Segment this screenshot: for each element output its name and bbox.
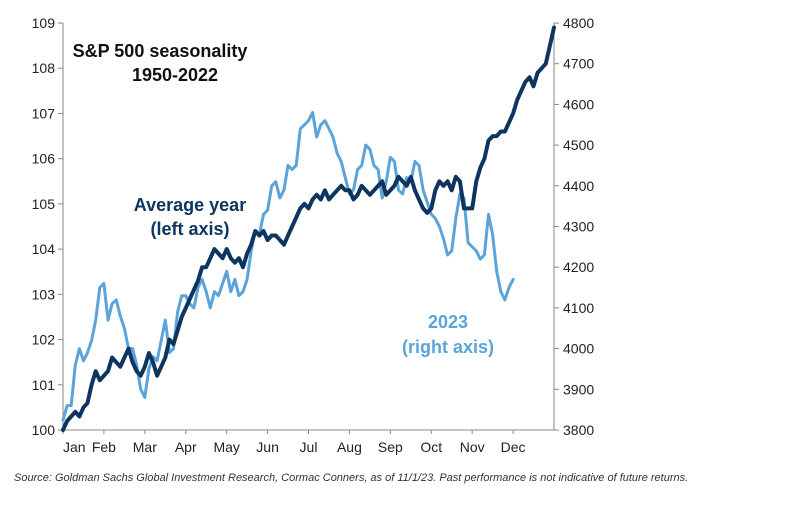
chart-title: S&P 500 seasonality xyxy=(73,41,248,61)
left-axis-ticks: 100 101 102 103 104 105 106 107 108 109 xyxy=(32,15,63,438)
x-tick-label: May xyxy=(213,439,239,455)
x-tick-label: Jul xyxy=(300,439,318,455)
x-tick-label: Apr xyxy=(175,439,197,455)
left-tick-label: 106 xyxy=(32,151,56,167)
x-tick-label: Dec xyxy=(501,439,526,455)
right-axis-ticks: 3800 3900 4000 4100 4200 4300 4400 4500 4600 4700… xyxy=(554,15,594,438)
x-tick-label: Nov xyxy=(460,439,485,455)
right-tick-label: 4100 xyxy=(563,300,594,316)
x-tick-label: Aug xyxy=(337,439,362,455)
left-tick-label: 103 xyxy=(32,286,56,302)
series-lines xyxy=(61,25,556,432)
right-tick-label: 4500 xyxy=(563,137,594,153)
series-2023-axis-note: (right axis) xyxy=(402,337,494,357)
left-tick-label: 104 xyxy=(32,241,56,257)
right-tick-label: 4200 xyxy=(563,259,594,275)
left-tick-label: 102 xyxy=(32,332,56,348)
average-year-label: Average year xyxy=(134,195,246,215)
x-axis-ticks: Jan Feb Mar Apr May Jun Jul Aug Sep Oct Nov Dec xyxy=(62,430,526,455)
series-2023-line xyxy=(61,111,515,422)
right-tick-label: 4400 xyxy=(563,178,594,194)
left-tick-label: 109 xyxy=(32,15,56,31)
left-tick-label: 107 xyxy=(32,105,56,121)
left-tick-label: 101 xyxy=(32,377,56,393)
x-tick-label: Jun xyxy=(256,439,279,455)
left-tick-label: 105 xyxy=(32,196,56,212)
right-tick-label: 4600 xyxy=(563,96,594,112)
series-2023-label: 2023 xyxy=(428,312,468,332)
right-tick-label: 4700 xyxy=(563,56,594,72)
right-tick-label: 3800 xyxy=(563,422,594,438)
x-tick-label: Oct xyxy=(420,439,442,455)
seasonality-chart: 100 101 102 103 104 105 106 107 108 109 3800 3900 4… xyxy=(32,15,595,455)
x-tick-label: Feb xyxy=(92,439,116,455)
chart-subtitle: 1950-2022 xyxy=(132,65,218,85)
average-year-axis-note: (left axis) xyxy=(150,219,229,239)
right-tick-label: 4000 xyxy=(563,341,594,357)
left-tick-label: 100 xyxy=(32,422,56,438)
right-tick-label: 3900 xyxy=(563,381,594,397)
right-tick-label: 4300 xyxy=(563,219,594,235)
x-tick-label: Mar xyxy=(133,439,157,455)
left-tick-label: 108 xyxy=(32,60,56,76)
source-note: Source: Goldman Sachs Global Investment … xyxy=(14,472,689,484)
average-year-line xyxy=(61,25,556,432)
x-tick-label: Sep xyxy=(378,439,403,455)
right-tick-label: 4800 xyxy=(563,15,594,31)
x-tick-label: Jan xyxy=(63,439,86,455)
